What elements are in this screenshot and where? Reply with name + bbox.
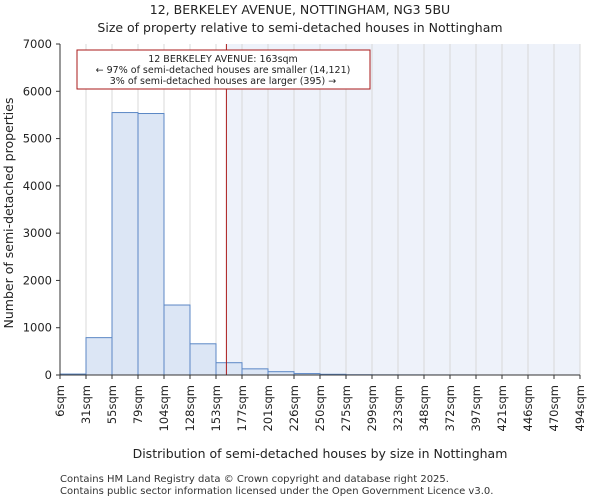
y-tick-label: 0 — [45, 368, 52, 382]
footer-line-2: Contains public sector information licen… — [60, 486, 493, 497]
plot-area: 0 1000 2000 3000 4000 5000 6000 7000 6sqm 31sqm 55… — [23, 37, 587, 431]
x-tick-label: 348sqm — [417, 385, 431, 431]
histogram-bar — [85, 337, 113, 376]
x-tick-label: 201sqm — [261, 385, 275, 431]
x-tick-label: 250sqm — [313, 385, 327, 431]
y-tick-label: 2000 — [23, 273, 52, 287]
y-tick-label: 7000 — [23, 37, 52, 51]
y-tick-label: 6000 — [23, 84, 52, 98]
x-tick-label: 299sqm — [365, 385, 379, 431]
x-tick-label: 372sqm — [443, 385, 457, 431]
x-axis-label: Distribution of semi-detached houses by … — [133, 446, 508, 461]
x-tick-label: 31sqm — [79, 385, 93, 424]
x-tick-label: 104sqm — [157, 385, 171, 431]
y-tick-label: 5000 — [23, 132, 52, 146]
x-tick-label: 470sqm — [547, 385, 561, 431]
annotation-line-3: 3% of semi-detached houses are larger (3… — [110, 76, 337, 87]
x-tick-label: 79sqm — [131, 385, 145, 424]
x-tick-label: 421sqm — [495, 385, 509, 431]
x-tick-label: 226sqm — [287, 385, 301, 431]
x-tick-label: 6sqm — [53, 385, 67, 417]
annotation-line-1: 12 BERKELEY AVENUE: 163sqm — [148, 54, 298, 65]
larger-region-highlight — [226, 44, 580, 375]
x-tick-label: 275sqm — [339, 385, 353, 431]
x-tick-label: 397sqm — [469, 385, 483, 431]
y-axis-label: Number of semi-detached properties — [1, 98, 16, 329]
y-tick-label: 4000 — [23, 179, 52, 193]
footer-line-1: Contains HM Land Registry data © Crown c… — [60, 474, 449, 485]
histogram-bar — [163, 304, 191, 376]
x-tick-label: 323sqm — [391, 385, 405, 431]
histogram-bar — [241, 368, 269, 376]
chart-title: 12, BERKELEY AVENUE, NOTTINGHAM, NG3 5BU — [150, 2, 450, 17]
x-tick-label: 128sqm — [183, 385, 197, 431]
annotation-box — [76, 49, 371, 90]
y-tick-label: 1000 — [23, 321, 52, 335]
chart-subtitle: Size of property relative to semi-detach… — [97, 20, 502, 35]
histogram-bar — [189, 343, 217, 376]
y-tick-label: 3000 — [23, 226, 52, 240]
x-tick-label: 446sqm — [521, 385, 535, 431]
x-tick-label: 494sqm — [573, 385, 587, 431]
annotation-line-2: ← 97% of semi-detached houses are smalle… — [96, 65, 351, 76]
histogram-bar — [111, 112, 139, 376]
x-tick-label: 55sqm — [105, 385, 119, 424]
histogram-bar — [137, 113, 165, 376]
histogram-bar — [215, 362, 243, 376]
x-tick-label: 153sqm — [209, 385, 223, 431]
x-tick-label: 177sqm — [235, 385, 249, 431]
